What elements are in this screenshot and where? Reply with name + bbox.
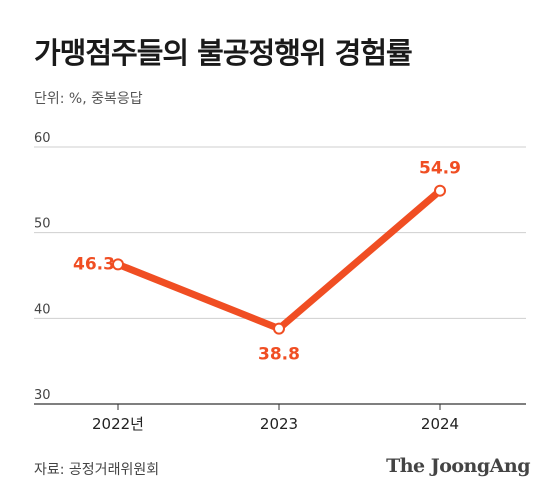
y-tick-label-30: 30 — [34, 388, 51, 403]
data-label-2: 54.9 — [419, 159, 461, 179]
y-tick-label-40: 40 — [34, 302, 51, 317]
data-label-0: 46.3 — [73, 254, 115, 274]
source-note: 자료: 공정거래위원회 — [34, 462, 160, 478]
x-axis-ticks: 2022년 2023 2024 — [92, 404, 459, 433]
data-points — [112, 184, 446, 335]
data-point-1 — [273, 322, 285, 335]
series-polyline — [116, 188, 443, 333]
series-line — [116, 188, 443, 333]
brand-logo: The JoongAng — [386, 455, 530, 477]
data-label-1: 38.8 — [258, 345, 300, 365]
data-point-2 — [434, 184, 446, 197]
y-tick-label-60: 60 — [34, 131, 51, 146]
grid-lines — [34, 146, 526, 319]
y-axis-ticks: 30 40 50 60 — [34, 131, 51, 403]
y-tick-label-50: 50 — [34, 217, 51, 232]
data-labels: 46.3 38.8 54.9 — [73, 159, 461, 365]
x-tick-label-1: 2023 — [260, 415, 298, 433]
unit-note: 단위: %, 중복응답 — [34, 91, 143, 107]
chart-title: 가맹점주들의 불공정행위 경험률 — [34, 36, 413, 70]
data-point-0 — [112, 258, 124, 271]
x-tick-label-2: 2024 — [421, 415, 459, 433]
x-tick-label-0: 2022년 — [92, 415, 144, 433]
